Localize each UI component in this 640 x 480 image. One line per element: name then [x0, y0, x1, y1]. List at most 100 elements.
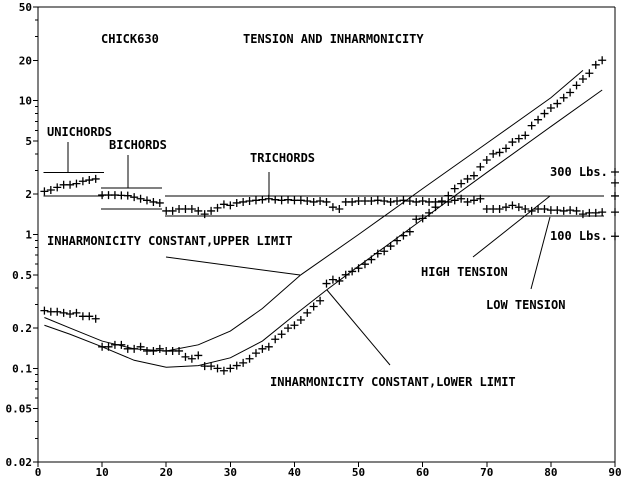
y-tick-label: 1 — [25, 229, 32, 242]
tension-point — [598, 208, 607, 217]
tension-point — [309, 197, 318, 206]
tension-scale-mark — [611, 167, 619, 176]
lower-limit-line — [44, 89, 603, 368]
y-tick-label: 10 — [19, 95, 32, 108]
inharmonicity-point — [328, 275, 337, 284]
tension-point — [226, 201, 235, 210]
inharmonicity-point — [546, 104, 555, 113]
inharmonicity-point — [303, 308, 312, 317]
inharmonicity-point — [457, 179, 466, 188]
tension-point — [591, 208, 600, 217]
label-high-tension: HIGH TENSION — [421, 265, 508, 279]
label-unichords: UNICHORDS — [47, 125, 112, 139]
inharmonicity-point — [540, 109, 549, 118]
inharmonicity-point — [264, 342, 273, 351]
tension-point — [219, 200, 228, 209]
x-tick-label: 80 — [544, 466, 557, 479]
tension-point — [412, 197, 421, 206]
x-tick-label: 20 — [160, 466, 173, 479]
tension-point — [200, 210, 209, 219]
inharmonicity-point — [155, 344, 164, 353]
inharmonicity-point — [251, 349, 260, 358]
y-tick-label: 0.05 — [6, 403, 33, 416]
x-tick-label: 90 — [608, 466, 621, 479]
high-tension-pointer — [472, 195, 551, 258]
label-trichords: TRICHORDS — [250, 151, 315, 165]
tension-point — [437, 196, 446, 205]
inharmonicity-point — [85, 312, 94, 321]
tension-point — [463, 197, 472, 206]
tension-point — [142, 196, 151, 205]
inharmonicity-point — [187, 354, 196, 363]
chart-title: TENSION AND INHARMONICITY — [243, 32, 424, 46]
tension-point — [78, 177, 87, 186]
tension-point — [91, 174, 100, 183]
tension-point — [495, 205, 504, 214]
tension-point — [53, 183, 62, 192]
inharmonicity-point — [316, 296, 325, 305]
tension-point — [521, 205, 530, 214]
tension-point — [232, 198, 241, 207]
x-tick-label: 10 — [95, 466, 108, 479]
inharmonicity-point — [149, 346, 158, 355]
inharmonicity-point — [66, 309, 75, 318]
y-tick-label: 0.1 — [12, 362, 32, 375]
label-upper-limit: INHARMONICITY CONSTANT,UPPER LIMIT — [47, 234, 293, 248]
tension-point — [194, 206, 203, 215]
tension-point — [245, 196, 254, 205]
tension-point — [239, 197, 248, 206]
tension-point — [207, 206, 216, 215]
tension-point — [514, 203, 523, 212]
inharmonicity-point — [585, 69, 594, 78]
inharmonicity-point — [207, 362, 216, 371]
label-bichords: BICHORDS — [109, 138, 167, 152]
inharmonicity-point — [226, 364, 235, 373]
tension-scale-mark — [611, 232, 619, 241]
inharmonicity-point — [194, 351, 203, 360]
inharmonicity-point — [386, 242, 395, 251]
inharmonicity-point — [495, 148, 504, 157]
y-tick-label: 5 — [25, 135, 32, 148]
tension-point — [367, 196, 376, 205]
inharmonicity-point — [578, 74, 587, 83]
inharmonicity-point — [502, 144, 511, 153]
inharmonicity-point — [553, 99, 562, 108]
x-tick-label: 50 — [352, 466, 365, 479]
tension-point — [130, 193, 139, 202]
inharmonicity-point — [239, 358, 248, 367]
tension-point — [168, 206, 177, 215]
x-tick-label: 70 — [480, 466, 493, 479]
inharmonicity-point — [508, 138, 517, 147]
tension-point — [553, 206, 562, 215]
inharmonicity-point — [341, 270, 350, 279]
inharmonicity-point — [559, 93, 568, 102]
y-tick-label: 50 — [19, 1, 32, 14]
inharmonicity-point — [181, 352, 190, 361]
inharmonicity-point — [245, 354, 254, 363]
tension-point — [418, 196, 427, 205]
inharmonicity-point — [514, 134, 523, 143]
tension-point — [85, 176, 94, 185]
tension-point — [540, 205, 549, 214]
lower-limit-pointer — [326, 289, 391, 366]
inharmonicity-point — [476, 162, 485, 171]
tension-point — [502, 203, 511, 212]
tension-point — [258, 195, 267, 204]
tension-point — [508, 201, 517, 210]
y-tick-label: 0.2 — [12, 322, 32, 335]
inharmonicity-point — [309, 302, 318, 311]
inharmonicity-point — [591, 60, 600, 69]
tension-point — [322, 197, 331, 206]
y-tick-label: 20 — [19, 54, 32, 67]
inharmonicity-point — [219, 366, 228, 375]
tension-point — [72, 179, 81, 188]
tension-point — [213, 203, 222, 212]
inharmonicity-point — [322, 279, 331, 288]
inharmonicity-point — [59, 308, 68, 317]
tension-point — [566, 206, 575, 215]
x-tick-label: 30 — [224, 466, 237, 479]
tension-point — [578, 210, 587, 219]
inharmonicity-point — [572, 81, 581, 90]
tension-point — [431, 197, 440, 206]
inharmonicity-point — [482, 156, 491, 165]
